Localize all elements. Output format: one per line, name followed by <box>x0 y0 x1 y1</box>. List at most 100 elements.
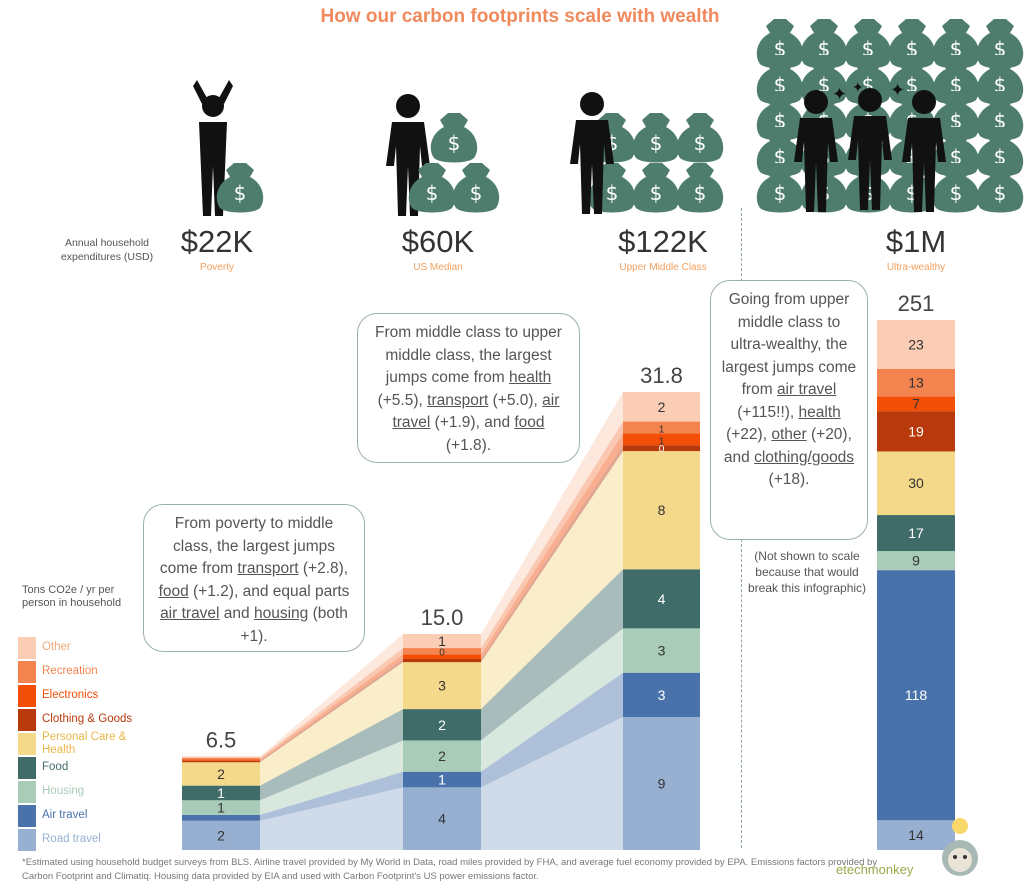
bar-segment <box>623 392 700 422</box>
legend-swatch <box>18 685 36 707</box>
bar-segment <box>877 368 955 397</box>
data-label: 2 <box>217 827 225 843</box>
data-label: 14 <box>908 827 924 843</box>
flow-band <box>481 569 623 741</box>
legend-title: Tons CO2e / yr per person in household <box>22 584 122 609</box>
data-label: 3 <box>658 687 666 703</box>
flow-band <box>260 633 403 758</box>
bar-segment <box>403 633 481 649</box>
bar-segment <box>623 628 700 673</box>
bar-segment <box>877 396 955 412</box>
bar-segment <box>182 800 260 815</box>
tier-label-median: US Median <box>413 262 463 273</box>
tier-label-poverty: Poverty <box>200 262 234 273</box>
wealth-icons: $ ✦ ✦ ✦ <box>193 19 1024 216</box>
data-label: 2 <box>438 748 446 764</box>
flow-band <box>481 628 623 772</box>
bar-segment <box>182 756 260 758</box>
data-label: 3 <box>438 678 446 694</box>
bar-segment <box>403 648 481 655</box>
tier-amount-poverty: $22K <box>180 224 254 259</box>
bar-segment <box>623 433 700 446</box>
data-label: 3 <box>658 643 666 659</box>
data-label: 9 <box>658 776 666 792</box>
monkey-logo-icon <box>942 818 978 876</box>
bar-segment <box>877 515 955 552</box>
legend-label: Clothing & Goods <box>42 713 133 725</box>
flow-band <box>260 740 403 815</box>
data-label: 17 <box>908 525 924 541</box>
bar-segment <box>182 760 260 763</box>
bar-segment <box>623 569 700 629</box>
legend-label: Electronics <box>42 689 99 701</box>
legend-swatch <box>18 709 36 731</box>
bar-segment <box>403 771 481 788</box>
bar-segment <box>403 659 481 663</box>
data-label: 2 <box>658 399 666 415</box>
legend-swatch <box>18 805 36 827</box>
flow-band <box>260 662 403 786</box>
flow-band <box>260 709 403 801</box>
data-label: 1 <box>659 424 665 435</box>
tier-label-ultra: Ultra-wealthy <box>886 262 946 273</box>
flow-band <box>260 659 403 763</box>
data-label: 1 <box>217 800 225 816</box>
bar-segment <box>877 451 955 516</box>
total-label: 251 <box>898 291 935 316</box>
footnote: *Estimated using household budget survey… <box>22 857 878 882</box>
bar-segment <box>403 709 481 741</box>
bar-segment <box>623 421 700 434</box>
flow-band <box>481 451 623 710</box>
tier-amount-ultra: $1M <box>885 224 947 259</box>
not-to-scale-note: (Not shown to scale because that would b… <box>747 549 867 595</box>
data-label: 7 <box>912 396 920 412</box>
data-label: 118 <box>905 687 928 703</box>
flow-band <box>260 654 403 761</box>
legend-swatch <box>18 829 36 851</box>
bar-segment <box>182 757 260 760</box>
data-label: 19 <box>908 423 924 439</box>
data-label: 4 <box>438 811 446 827</box>
tier-amount-median: $60K <box>401 224 475 259</box>
flow-band <box>481 433 623 660</box>
data-label: 1 <box>217 785 225 801</box>
flow-band <box>481 392 623 649</box>
data-label: 1 <box>438 772 446 788</box>
legend-label: Road travel <box>42 833 101 845</box>
svg-text:✦: ✦ <box>890 80 905 100</box>
data-label: 1 <box>438 633 446 649</box>
flow-band <box>481 445 623 663</box>
data-label: 13 <box>908 375 924 391</box>
flow-band <box>260 648 403 760</box>
legend-label: Personal Care & Health <box>42 731 127 756</box>
bar-segment <box>877 320 955 369</box>
note-upper-to-ultra: Going from upper middle class to ultra-w… <box>710 280 868 540</box>
flow-band <box>481 672 623 788</box>
flow-band <box>260 787 403 850</box>
chart-title: How our carbon footprints scale with wea… <box>320 6 720 27</box>
svg-text:✦: ✦ <box>852 79 864 95</box>
bar-segment <box>403 787 481 850</box>
bar-segment <box>623 717 700 850</box>
bar-segment <box>182 762 260 786</box>
data-label: 2 <box>217 766 225 782</box>
bar-segment <box>182 759 260 761</box>
data-label: 0 <box>439 647 445 658</box>
data-label: 0 <box>659 444 665 455</box>
data-label: 4 <box>658 591 666 607</box>
total-label: 15.0 <box>421 605 464 630</box>
bar-segment <box>182 814 260 821</box>
legend-swatch <box>18 733 36 755</box>
legend-label: Other <box>42 641 71 653</box>
legend-label: Recreation <box>42 665 98 677</box>
total-label: 31.8 <box>640 363 683 388</box>
bar-segment <box>403 654 481 660</box>
legend-swatch <box>18 757 36 779</box>
data-label: 1 <box>659 436 665 447</box>
ultra-people: ✦ ✦ ✦ <box>794 79 946 212</box>
data-label: 2 <box>438 717 446 733</box>
flow-band <box>481 421 623 655</box>
bar-segment <box>623 672 700 718</box>
legend-swatch <box>18 661 36 683</box>
bar-segment <box>623 445 700 452</box>
